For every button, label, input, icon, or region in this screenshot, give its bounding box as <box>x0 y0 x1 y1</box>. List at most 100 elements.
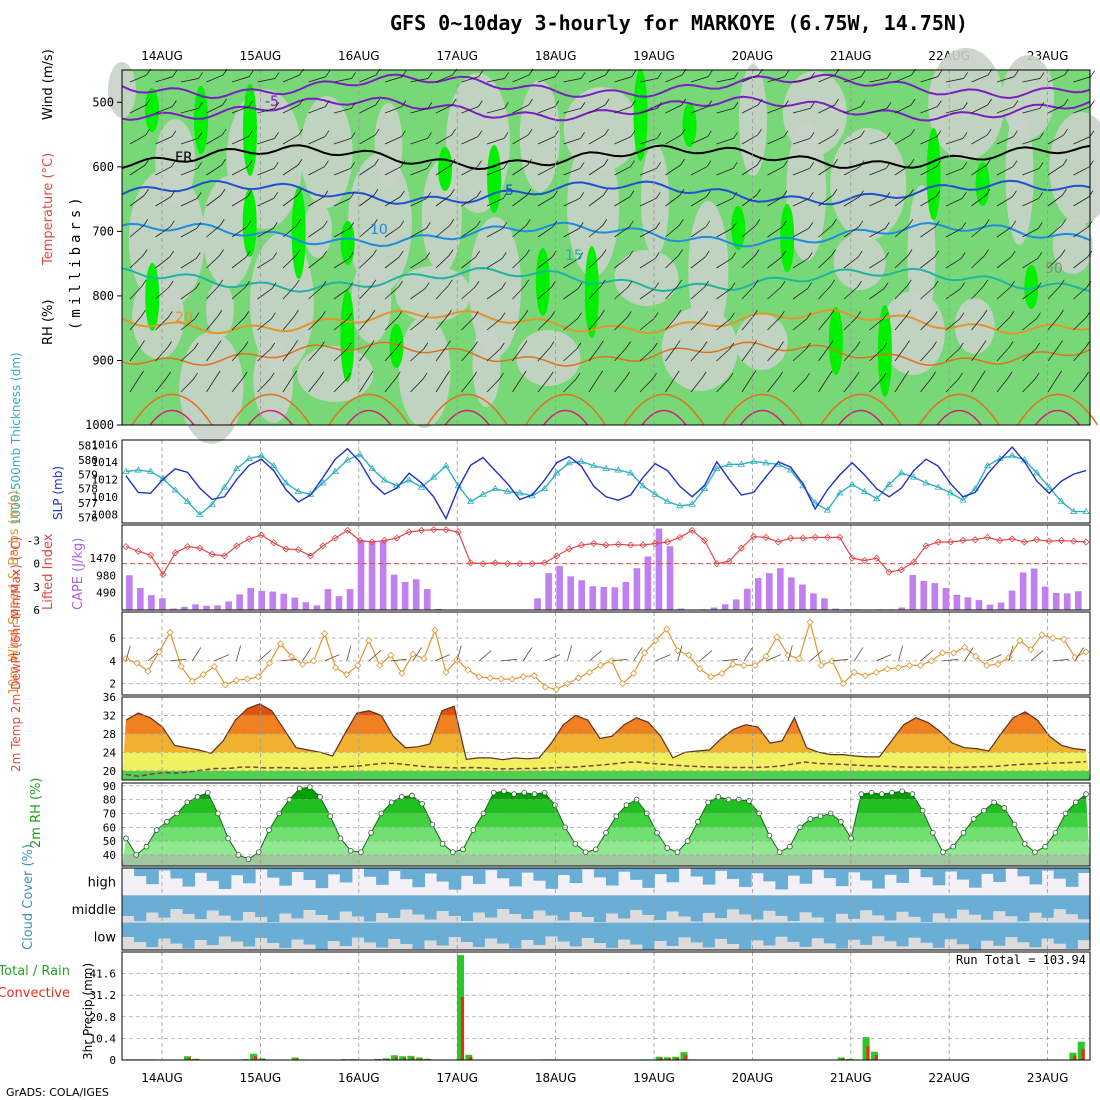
cloud-bar <box>315 895 329 916</box>
wind-barb-flag <box>833 128 839 136</box>
wind-barb <box>563 258 579 269</box>
wind-speed-point <box>972 652 980 660</box>
thickness-point <box>713 464 721 472</box>
wind-barb-flag <box>348 252 354 259</box>
cloud-clear <box>569 946 583 950</box>
wind-barb <box>945 167 963 176</box>
thickness-point <box>540 484 549 492</box>
thickness-point <box>171 486 179 493</box>
wind-barb <box>1047 376 1059 393</box>
cloud-clear <box>557 941 571 950</box>
wind-barb <box>1073 347 1086 362</box>
cloud-bar <box>981 922 994 941</box>
wind-barb <box>282 194 298 207</box>
cloud-clear <box>1065 914 1079 923</box>
cloud-clear <box>412 914 425 923</box>
wind-barb-flag <box>245 250 251 258</box>
lifted-index-point <box>417 526 425 534</box>
cloud-clear <box>727 943 740 950</box>
cloud-bar <box>872 895 885 916</box>
wind-barb <box>410 378 424 393</box>
wind-barb-flag <box>783 160 788 167</box>
wind-barb <box>1047 255 1062 269</box>
date-label-top: 21AUG <box>830 49 872 63</box>
precip-conv-bar <box>460 997 465 1060</box>
rh-point <box>838 818 844 825</box>
cloud-clear <box>230 941 244 950</box>
lifted-index-point <box>602 541 610 549</box>
wind-barb <box>996 286 1011 300</box>
wind-barb <box>563 288 579 300</box>
cloud-clear <box>545 915 559 923</box>
wind-barb <box>308 256 323 269</box>
precip-bar <box>1069 1052 1077 1060</box>
wind10m-barb <box>125 645 131 661</box>
cloud-bar <box>751 868 764 874</box>
rh-tick-label: 90 <box>103 780 116 793</box>
wind-barb <box>486 137 505 145</box>
wind-speed-point <box>475 673 483 681</box>
wind-barb <box>435 255 450 269</box>
lifted-index-point <box>343 526 352 534</box>
cloud-bar <box>690 895 704 922</box>
wind10m-barb <box>1008 645 1014 661</box>
wind-barb-flag <box>450 158 456 166</box>
cloud-clear <box>642 915 655 923</box>
cape-bar <box>677 608 685 610</box>
wind-barb <box>588 164 605 176</box>
rh-point <box>266 827 272 833</box>
precip-conv-bar <box>866 1046 870 1060</box>
wind-barb <box>410 258 426 269</box>
rh-point <box>511 791 517 797</box>
slp-ylabels: SLP (mb) <box>51 466 65 520</box>
wind-barb-flag <box>422 372 428 380</box>
wind10m-barb <box>611 658 628 662</box>
wind-barb <box>155 196 172 207</box>
wind-barb <box>435 346 447 362</box>
cloud-clear <box>1005 937 1018 950</box>
ytick-label: 500 <box>92 95 114 109</box>
wind-barb-flag <box>962 162 968 169</box>
wind-barb <box>435 164 452 176</box>
wind-barb <box>588 255 603 269</box>
cloud-bar <box>1029 868 1043 885</box>
wind-barb <box>333 258 350 269</box>
cloud-bar <box>267 922 280 944</box>
cloud-bar <box>969 868 982 888</box>
thickness-point <box>1069 507 1078 514</box>
cloud-bar <box>146 922 159 948</box>
temp-band <box>122 715 1090 734</box>
cape-bar <box>567 576 574 610</box>
rh-band <box>122 813 1090 828</box>
wind-barb-flag <box>705 220 711 228</box>
wind-speed-point <box>199 670 207 679</box>
wind-barb <box>767 256 782 269</box>
cloud-bar <box>303 922 317 945</box>
precip-conv-bar <box>295 1058 299 1060</box>
wind-barb <box>665 164 681 176</box>
wind-tick-label: 6 <box>109 632 116 645</box>
cape-bar <box>368 540 376 610</box>
wind-barb <box>665 285 679 300</box>
wind-barb-flag <box>197 132 203 139</box>
wind-barb <box>155 256 170 269</box>
rh-dry-patch <box>300 96 353 208</box>
rh-point <box>807 816 814 822</box>
wind-barb-flag <box>319 371 325 379</box>
wind-barb-flag <box>601 249 607 256</box>
wind-barb-flag <box>346 342 352 350</box>
cloud-bar <box>618 922 631 940</box>
cloud-bar <box>182 922 196 949</box>
cloud-clear <box>848 939 861 950</box>
wind-barb <box>741 164 758 176</box>
thickness-point <box>602 464 610 472</box>
cloud-bar <box>835 922 849 949</box>
cloud-clear <box>122 916 135 923</box>
wind-barb <box>996 76 1015 83</box>
thickness-point <box>676 502 684 509</box>
wind-barb-flag <box>629 190 635 197</box>
lifted-index-point <box>750 533 758 541</box>
date-label-bottom: 23AUG <box>1027 1071 1069 1085</box>
thickness-point <box>183 497 192 504</box>
wind-barb-flag <box>172 100 177 107</box>
